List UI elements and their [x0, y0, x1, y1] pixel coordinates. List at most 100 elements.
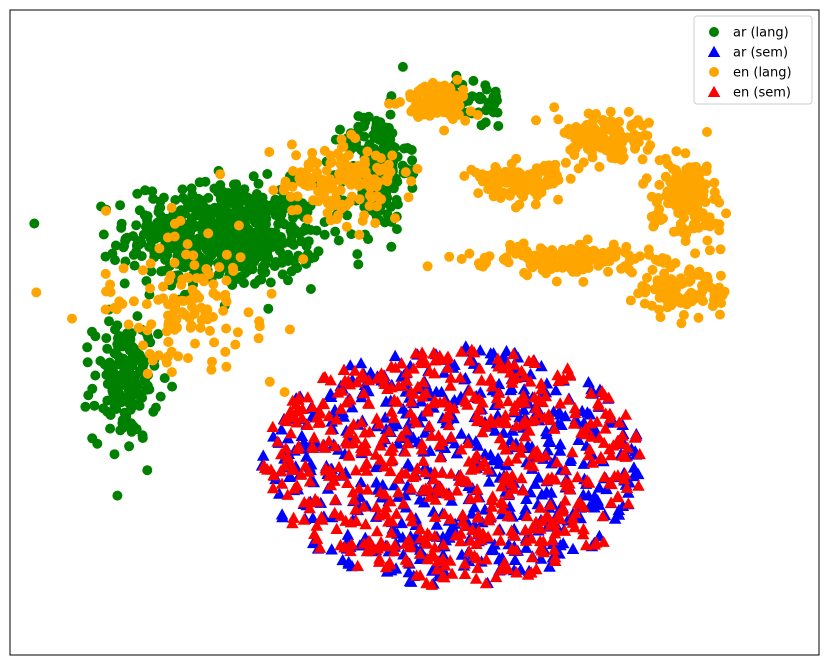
- data-point: [318, 188, 329, 199]
- data-point-triangle: [463, 384, 476, 396]
- data-point: [228, 179, 239, 190]
- data-point: [627, 267, 637, 278]
- data-point: [206, 364, 217, 375]
- data-point: [221, 323, 232, 334]
- data-point: [386, 91, 397, 102]
- data-point-triangle: [526, 551, 539, 563]
- data-point-triangle: [360, 464, 374, 476]
- data-point-triangle: [470, 409, 484, 421]
- data-point: [391, 194, 402, 205]
- data-point: [163, 310, 173, 321]
- data-point-triangle: [544, 435, 557, 447]
- data-point-triangle: [432, 479, 445, 491]
- data-point: [359, 155, 370, 166]
- data-point-triangle: [350, 514, 363, 527]
- data-point-triangle: [475, 374, 488, 386]
- data-point: [573, 126, 584, 137]
- data-point: [623, 106, 634, 117]
- data-point: [578, 276, 589, 287]
- data-point: [203, 192, 214, 203]
- data-point: [519, 267, 530, 278]
- data-point: [101, 369, 112, 380]
- data-point: [388, 182, 399, 193]
- data-point-triangle: [520, 509, 534, 522]
- data-point-triangle: [470, 537, 483, 549]
- data-point: [262, 169, 273, 179]
- data-point: [98, 403, 109, 414]
- data-point: [665, 262, 676, 273]
- data-point: [551, 276, 562, 287]
- data-point-triangle: [585, 430, 598, 442]
- data-point: [204, 247, 215, 258]
- data-point: [239, 278, 249, 289]
- data-point: [647, 264, 658, 275]
- data-point: [249, 215, 260, 226]
- data-point-triangle: [467, 346, 481, 358]
- data-point-triangle: [322, 409, 336, 422]
- data-point: [680, 236, 691, 247]
- data-point-triangle: [621, 441, 634, 453]
- data-point: [262, 243, 273, 254]
- data-point-triangle: [284, 405, 297, 417]
- data-point-triangle: [356, 367, 369, 379]
- legend-label: en (sem): [733, 86, 791, 101]
- data-point-triangle: [385, 405, 398, 417]
- data-point: [198, 201, 209, 212]
- data-point-triangle: [275, 448, 288, 460]
- data-point-triangle: [462, 455, 476, 467]
- data-point: [313, 246, 324, 257]
- data-point-triangle: [424, 550, 438, 562]
- data-point-triangle: [449, 529, 462, 541]
- data-point: [118, 263, 129, 274]
- data-point: [346, 229, 357, 240]
- data-point: [574, 139, 585, 150]
- data-point-triangle: [486, 490, 499, 502]
- data-point: [354, 178, 365, 189]
- data-point-triangle: [408, 412, 421, 424]
- data-point-triangle: [627, 461, 641, 473]
- data-point-triangle: [593, 431, 606, 443]
- data-point-triangle: [357, 500, 370, 512]
- data-point-triangle: [388, 545, 401, 557]
- data-point: [160, 254, 171, 265]
- data-point-triangle: [360, 457, 373, 469]
- data-point-triangle: [344, 544, 357, 557]
- data-point-triangle: [473, 392, 486, 404]
- data-point-triangle: [453, 474, 466, 486]
- data-point: [681, 299, 692, 310]
- data-point: [391, 224, 402, 235]
- data-point-triangle: [458, 567, 472, 579]
- data-point: [110, 400, 121, 411]
- data-point: [105, 423, 116, 434]
- data-point: [235, 252, 246, 263]
- data-point: [403, 192, 414, 203]
- data-point: [669, 278, 679, 289]
- data-point: [407, 155, 418, 166]
- data-point: [109, 449, 120, 460]
- data-point: [454, 100, 465, 111]
- data-point-triangle: [357, 387, 370, 399]
- data-point: [642, 272, 652, 283]
- data-point-triangle: [518, 415, 531, 427]
- data-point-triangle: [404, 395, 418, 407]
- data-point: [395, 97, 405, 107]
- data-point: [715, 309, 725, 320]
- data-point: [654, 155, 665, 166]
- data-point-triangle: [438, 559, 452, 571]
- data-point-triangle: [471, 414, 484, 427]
- data-point-triangle: [478, 455, 491, 467]
- data-point: [375, 117, 386, 128]
- data-point-triangle: [479, 577, 493, 589]
- data-point-triangle: [496, 416, 510, 428]
- data-point: [382, 209, 393, 220]
- data-point-triangle: [290, 416, 304, 428]
- data-point: [268, 185, 279, 196]
- data-point-triangle: [406, 470, 420, 482]
- data-point: [82, 342, 93, 353]
- data-point: [492, 95, 502, 106]
- data-point-triangle: [414, 522, 427, 534]
- data-point-triangle: [482, 463, 495, 475]
- data-point: [87, 433, 98, 444]
- data-point-triangle: [325, 543, 338, 555]
